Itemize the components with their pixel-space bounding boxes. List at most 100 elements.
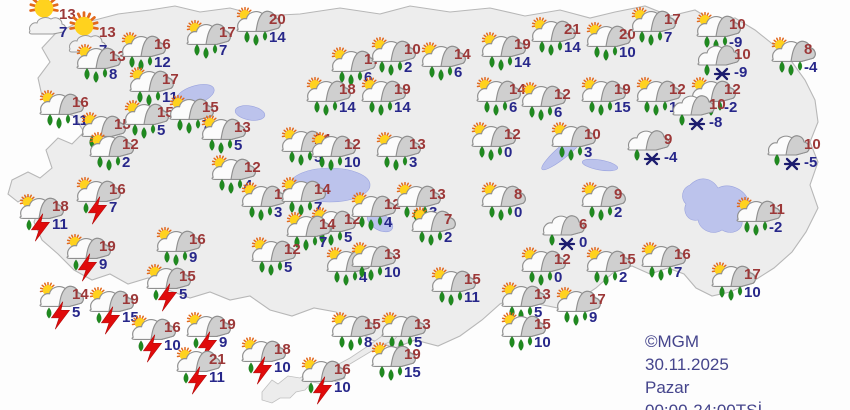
svg-text:9: 9 <box>664 131 672 148</box>
svg-text:15: 15 <box>404 364 421 381</box>
svg-text:12: 12 <box>724 81 741 98</box>
svg-text:2: 2 <box>444 229 452 246</box>
svg-text:10: 10 <box>744 284 761 301</box>
svg-text:3: 3 <box>584 144 592 161</box>
svg-text:4: 4 <box>384 214 393 231</box>
svg-text:8: 8 <box>804 41 812 58</box>
svg-text:16: 16 <box>72 94 89 111</box>
svg-text:15: 15 <box>364 316 381 333</box>
svg-text:6: 6 <box>454 64 462 81</box>
svg-text:12: 12 <box>284 241 301 258</box>
svg-text:17: 17 <box>589 291 606 308</box>
svg-text:18: 18 <box>52 198 69 215</box>
svg-text:2: 2 <box>122 154 130 171</box>
svg-text:7: 7 <box>219 42 227 59</box>
svg-text:10: 10 <box>384 264 401 281</box>
svg-text:7: 7 <box>674 264 682 281</box>
svg-text:10: 10 <box>344 154 361 171</box>
svg-text:10: 10 <box>404 41 421 58</box>
svg-text:12: 12 <box>244 159 261 176</box>
svg-text:14: 14 <box>319 216 336 233</box>
svg-text:13: 13 <box>99 24 116 41</box>
svg-text:7: 7 <box>59 24 67 41</box>
svg-text:9: 9 <box>589 309 597 326</box>
svg-text:12: 12 <box>154 54 171 71</box>
svg-text:19: 19 <box>614 81 631 98</box>
svg-text:19: 19 <box>394 81 411 98</box>
svg-text:19: 19 <box>514 36 531 53</box>
svg-text:11: 11 <box>52 216 68 233</box>
svg-text:16: 16 <box>164 319 181 336</box>
svg-text:3: 3 <box>274 204 282 221</box>
svg-text:8: 8 <box>109 66 117 83</box>
svg-text:0: 0 <box>504 144 512 161</box>
svg-text:9: 9 <box>189 249 197 266</box>
svg-text:19: 19 <box>219 316 236 333</box>
svg-text:17: 17 <box>162 71 179 88</box>
svg-text:13: 13 <box>414 316 431 333</box>
svg-text:16: 16 <box>674 246 691 263</box>
svg-text:10: 10 <box>619 44 636 61</box>
svg-text:10: 10 <box>804 136 821 153</box>
svg-text:10: 10 <box>334 379 351 396</box>
svg-text:14: 14 <box>509 81 526 98</box>
svg-text:-4: -4 <box>804 59 818 76</box>
svg-text:16: 16 <box>154 36 171 53</box>
svg-text:0: 0 <box>514 204 522 221</box>
svg-text:0: 0 <box>554 269 562 286</box>
svg-text:13: 13 <box>534 286 551 303</box>
svg-text:14: 14 <box>514 54 531 71</box>
svg-text:15: 15 <box>619 251 636 268</box>
svg-text:19: 19 <box>122 291 139 308</box>
svg-text:14: 14 <box>269 29 286 46</box>
svg-text:18: 18 <box>339 81 356 98</box>
svg-text:2: 2 <box>614 204 622 221</box>
svg-text:14: 14 <box>454 46 471 63</box>
svg-text:10: 10 <box>729 16 746 33</box>
svg-text:15: 15 <box>614 99 631 116</box>
svg-text:19: 19 <box>99 238 116 255</box>
svg-text:0: 0 <box>579 234 587 251</box>
svg-text:18: 18 <box>274 341 291 358</box>
svg-text:17: 17 <box>219 24 236 41</box>
svg-text:6: 6 <box>509 99 517 116</box>
svg-text:12: 12 <box>554 86 571 103</box>
svg-text:-5: -5 <box>804 154 817 171</box>
svg-text:10: 10 <box>584 126 601 143</box>
svg-text:16: 16 <box>334 361 351 378</box>
svg-text:8: 8 <box>514 186 522 203</box>
svg-text:10: 10 <box>734 46 751 63</box>
svg-text:14: 14 <box>564 39 581 56</box>
svg-text:2: 2 <box>404 59 412 76</box>
svg-text:16: 16 <box>109 181 126 198</box>
svg-text:14: 14 <box>314 181 331 198</box>
svg-text:9: 9 <box>614 186 622 203</box>
svg-text:11: 11 <box>464 289 480 306</box>
svg-text:7: 7 <box>444 211 452 228</box>
svg-text:5: 5 <box>234 137 242 154</box>
svg-text:14: 14 <box>72 286 89 303</box>
svg-text:19: 19 <box>404 346 421 363</box>
svg-text:14: 14 <box>339 99 356 116</box>
svg-text:21: 21 <box>564 21 581 38</box>
svg-text:16: 16 <box>189 231 206 248</box>
svg-text:-2: -2 <box>724 99 737 116</box>
svg-text:12: 12 <box>554 251 571 268</box>
svg-text:7: 7 <box>109 199 117 216</box>
svg-text:-2: -2 <box>769 219 782 236</box>
svg-text:5: 5 <box>179 286 187 303</box>
svg-text:15: 15 <box>179 268 196 285</box>
svg-text:17: 17 <box>664 11 681 28</box>
svg-text:12: 12 <box>122 136 139 153</box>
svg-text:5: 5 <box>72 304 80 321</box>
svg-text:8: 8 <box>364 334 372 351</box>
svg-text:10: 10 <box>274 359 291 376</box>
svg-text:6: 6 <box>554 104 562 121</box>
svg-text:13: 13 <box>429 186 446 203</box>
svg-text:10: 10 <box>709 96 726 113</box>
svg-text:15: 15 <box>202 99 219 116</box>
svg-text:-8: -8 <box>709 114 722 131</box>
svg-text:15: 15 <box>464 271 481 288</box>
svg-text:14: 14 <box>394 99 411 116</box>
svg-text:-9: -9 <box>734 64 747 81</box>
